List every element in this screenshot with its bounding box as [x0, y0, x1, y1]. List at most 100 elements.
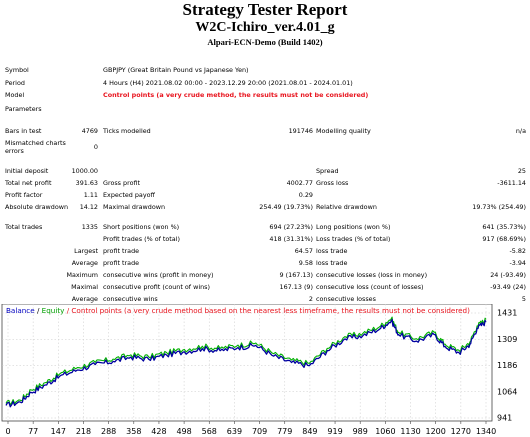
short-value: 694 (27.23%) — [269, 223, 313, 231]
x-tick-label: 849 — [302, 427, 317, 436]
maximal-cp-label: consecutive profit (count of wins) — [103, 283, 210, 291]
payoff-value: 0.29 — [298, 191, 313, 199]
x-tick-label: 639 — [227, 427, 242, 436]
netprofit-label: Total net profit — [5, 179, 52, 187]
x-tick-label: 919 — [327, 427, 342, 436]
grossprofit-value: 4002.77 — [286, 179, 313, 187]
chart-plot-area — [1, 304, 493, 422]
equity-line — [5, 316, 487, 406]
avg-cw-value: 2 — [308, 295, 313, 303]
bars-value: 4769 — [81, 127, 98, 135]
largest-lt-label: loss trade — [316, 247, 348, 255]
pf-label: Profit factor — [5, 191, 43, 199]
absdd-value: 14.12 — [79, 203, 98, 211]
reldd-label: Relative drawdown — [316, 203, 377, 211]
trades-value: 1335 — [81, 223, 98, 231]
largest-pt-label: profit trade — [103, 247, 140, 255]
x-tick-label: 428 — [151, 427, 166, 436]
chart-series — [5, 316, 487, 408]
maximal-cl-label: consecutive loss (count of losses) — [316, 283, 424, 291]
x-tick-label: 77 — [28, 427, 38, 436]
short-label: Short positions (won %) — [103, 223, 180, 231]
maximal-cp-value: 167.13 (9) — [279, 283, 313, 291]
max-cw-value: 9 (167.13) — [279, 271, 313, 279]
x-tick-label: 498 — [176, 427, 191, 436]
spread-value: 25 — [517, 167, 526, 175]
mismatch-value: 0 — [93, 143, 98, 151]
maxdd-value: 254.49 (19.73%) — [259, 203, 313, 211]
balance-chart: 1431 1309 1186 1064 941 0 77 147 218 288 358 428 49… — [1, 304, 517, 436]
chart-x-axis: 0 77 147 218 288 358 428 498 568 639 709 779 849 919 9… — [5, 421, 496, 436]
long-label: Long positions (won %) — [316, 223, 391, 231]
x-tick-label: 1130 — [400, 427, 420, 436]
mismatch-label-2: errors — [5, 147, 24, 155]
x-tick-label: 288 — [101, 427, 116, 436]
y-tick-label: 1309 — [497, 335, 517, 344]
ticks-label: Ticks modelled — [103, 127, 151, 135]
x-tick-label: 0 — [5, 427, 10, 436]
x-tick-label: 568 — [202, 427, 217, 436]
pf-value: 1.11 — [83, 191, 98, 199]
largest-pt-value: 64.57 — [294, 247, 313, 255]
model-value: Control points (a very crude method, the… — [103, 91, 369, 99]
x-tick-label: 989 — [353, 427, 368, 436]
x-tick-label: 218 — [76, 427, 91, 436]
deposit-value: 1000.00 — [71, 167, 98, 175]
average-label: Average — [71, 259, 98, 267]
server-name: Alpari-ECN-Demo (Build 1402) — [207, 37, 323, 47]
legend-slash: / — [35, 306, 42, 315]
reldd-value: 19.73% (254.49) — [472, 203, 526, 211]
quality-value: n/a — [515, 127, 526, 135]
x-tick-label: 1200 — [426, 427, 446, 436]
legend-balance: Balance — [6, 306, 35, 315]
y-tick-label: 1186 — [497, 361, 517, 370]
largest-label: Largest — [74, 247, 98, 255]
y-tick-label: 1064 — [497, 387, 517, 396]
quality-label: Modelling quality — [316, 127, 371, 135]
x-tick-label: 1270 — [451, 427, 471, 436]
pt-value: 418 (31.31%) — [269, 235, 313, 243]
average-pt-value: 9.58 — [298, 259, 313, 267]
period-label: Period — [5, 79, 25, 87]
chart-y-axis: 1431 1309 1186 1064 941 — [497, 309, 517, 423]
grossprofit-label: Gross profit — [103, 179, 141, 187]
avg-cw-label: consecutive wins — [103, 295, 158, 303]
expert-name: W2C-Ichiro_ver.4.01_g — [195, 20, 335, 35]
lt-label: Loss trades (% of total) — [316, 235, 391, 243]
pt-label: Profit trades (% of total) — [103, 235, 180, 243]
balance-line — [5, 318, 487, 408]
x-tick-label: 709 — [252, 427, 267, 436]
bars-label: Bars in test — [5, 127, 42, 135]
max-cw-label: consecutive wins (profit in money) — [103, 271, 214, 279]
report-title: Strategy Tester Report — [182, 0, 348, 19]
spread-label: Spread — [316, 167, 339, 175]
chart-legend: Balance / Equity / Control points (a ver… — [6, 306, 470, 315]
payoff-label: Expected payoff — [103, 191, 155, 199]
largest-lt-value: -5.82 — [509, 247, 526, 255]
avg-cl-value: 5 — [521, 295, 526, 303]
ticks-value: 191746 — [288, 127, 313, 135]
model-label: Model — [5, 91, 25, 99]
period-value: 4 Hours (H4) 2021.08.02 00:00 - 2023.12.… — [103, 79, 353, 87]
mismatch-label-1: Mismatched charts — [5, 139, 66, 147]
max-cl-label: consecutive losses (loss in money) — [316, 271, 428, 279]
average-pt-label: profit trade — [103, 259, 140, 267]
legend-equity: Equity — [42, 306, 65, 315]
average-lt-label: loss trade — [316, 259, 348, 267]
maximal-label: Maximal — [71, 283, 98, 291]
x-tick-label: 779 — [277, 427, 292, 436]
netprofit-value: 391.63 — [75, 179, 98, 187]
symbol-value: GBPJPY (Great Britain Pound vs Japanese … — [103, 66, 249, 74]
y-tick-label: 941 — [497, 414, 512, 423]
maximal-cl-value: -93.49 (24) — [490, 283, 526, 291]
avg-cl-label: consecutive losses — [316, 295, 376, 303]
x-tick-label: 147 — [51, 427, 66, 436]
grossloss-label: Gross loss — [316, 179, 349, 187]
maximum-label: Maximum — [66, 271, 99, 279]
deposit-label: Initial deposit — [5, 167, 49, 175]
avg-label: Average — [71, 295, 98, 303]
max-cl-value: 24 (-93.49) — [490, 271, 526, 279]
symbol-label: Symbol — [5, 66, 29, 74]
maxdd-label: Maximal drawdown — [103, 203, 166, 211]
x-tick-label: 1060 — [375, 427, 395, 436]
